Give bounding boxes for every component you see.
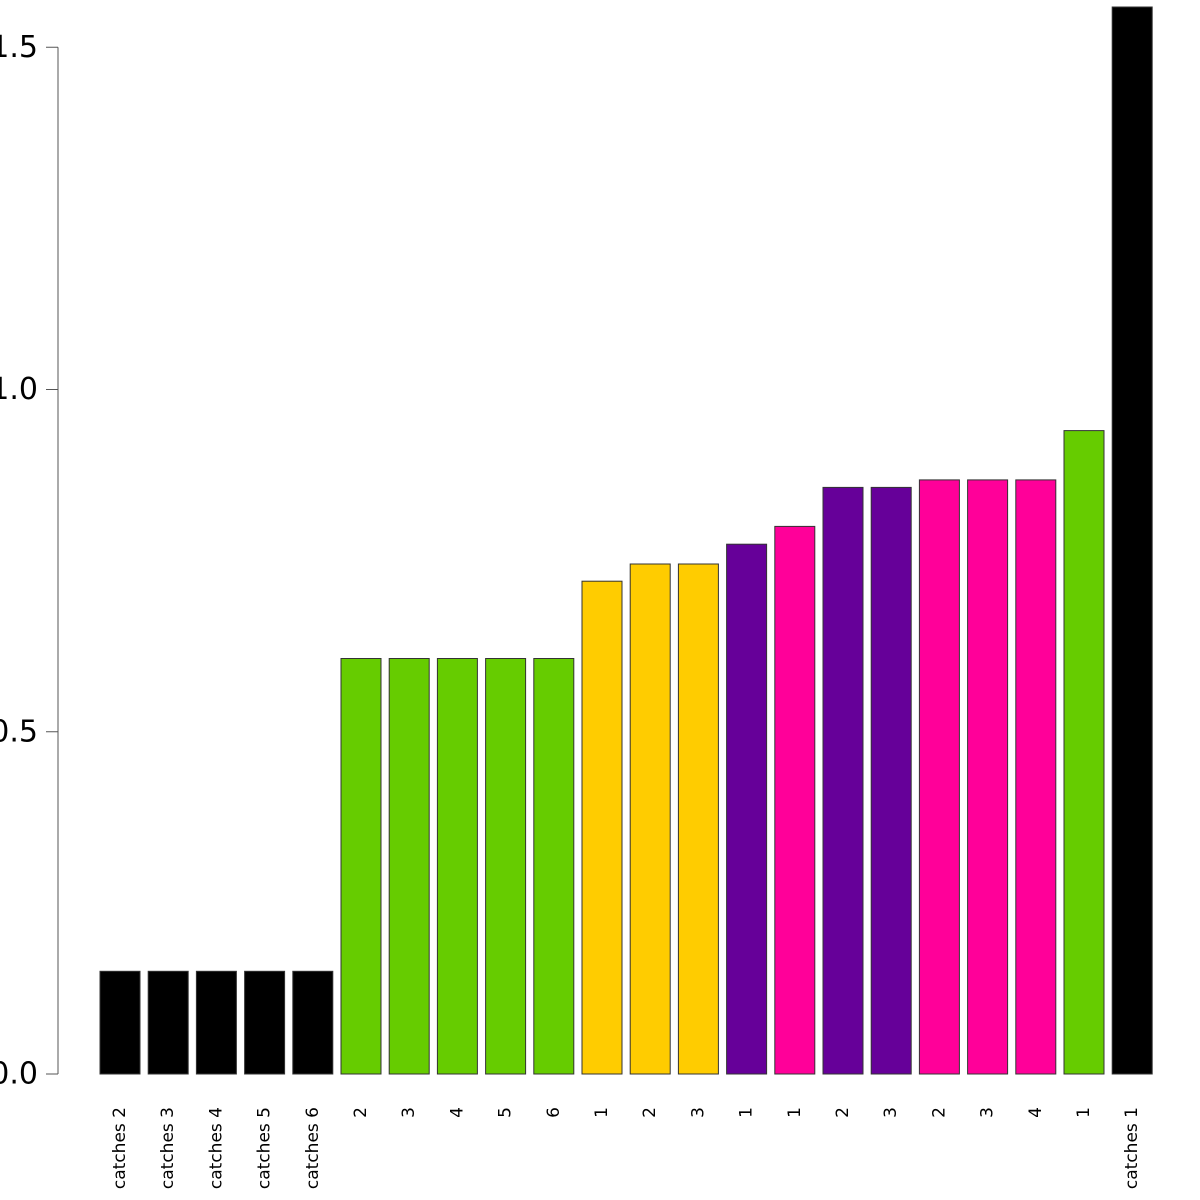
x-tick-label: 1 xyxy=(1074,1107,1094,1118)
x-tick-label: 1 xyxy=(737,1107,757,1118)
bar xyxy=(147,970,189,1075)
bar xyxy=(870,486,912,1075)
bar xyxy=(292,970,334,1075)
bar xyxy=(388,658,430,1075)
x-tick-label: 2 xyxy=(833,1107,853,1118)
bar xyxy=(629,563,671,1075)
x-tick-label: 4 xyxy=(447,1107,467,1118)
x-tick-label: 1 xyxy=(592,1107,612,1118)
bar xyxy=(340,658,382,1075)
bar xyxy=(436,658,478,1075)
bar xyxy=(967,479,1009,1075)
x-tick-label: catches 6 xyxy=(303,1107,323,1189)
x-axis-labels: catches 2 catches 3 catches 4 catches 5 catc… xyxy=(110,1107,1142,1189)
x-tick-label: 3 xyxy=(688,1107,708,1118)
x-tick-label: catches 5 xyxy=(255,1107,275,1189)
bar xyxy=(195,970,237,1075)
bar xyxy=(918,479,960,1075)
bar xyxy=(1015,479,1057,1075)
bar xyxy=(533,658,575,1075)
y-tick-label: 0.0 xyxy=(0,1057,38,1092)
x-tick-label: 2 xyxy=(929,1107,949,1118)
x-tick-label: catches 1 xyxy=(1122,1107,1142,1189)
y-tick-label: 1.5 xyxy=(0,30,38,65)
bars xyxy=(99,6,1153,1075)
bar xyxy=(485,658,527,1075)
bar xyxy=(1111,6,1153,1075)
x-tick-label: 3 xyxy=(978,1107,998,1118)
bar xyxy=(822,486,864,1075)
x-tick-label: 4 xyxy=(1026,1107,1046,1118)
bar xyxy=(1063,430,1105,1075)
x-tick-label: catches 4 xyxy=(206,1107,226,1189)
bar xyxy=(244,970,286,1075)
bar xyxy=(726,543,768,1075)
bar xyxy=(677,563,719,1075)
x-tick-label: 3 xyxy=(881,1107,901,1118)
x-tick-label: 2 xyxy=(351,1107,371,1118)
x-tick-label: 3 xyxy=(399,1107,419,1118)
x-tick-label: 5 xyxy=(496,1107,516,1118)
bar xyxy=(774,525,816,1075)
bar xyxy=(581,580,623,1075)
y-axis: 0.0 0.5 1.0 1.5 xyxy=(0,30,59,1092)
x-tick-label: 1 xyxy=(785,1107,805,1118)
x-tick-label: catches 2 xyxy=(110,1107,130,1189)
x-tick-label: catches 3 xyxy=(158,1107,178,1189)
x-tick-label: 6 xyxy=(544,1107,564,1118)
bar xyxy=(99,970,141,1075)
x-tick-label: 2 xyxy=(640,1107,660,1118)
y-tick-label: 0.5 xyxy=(0,714,38,749)
y-tick-label: 1.0 xyxy=(0,372,38,407)
